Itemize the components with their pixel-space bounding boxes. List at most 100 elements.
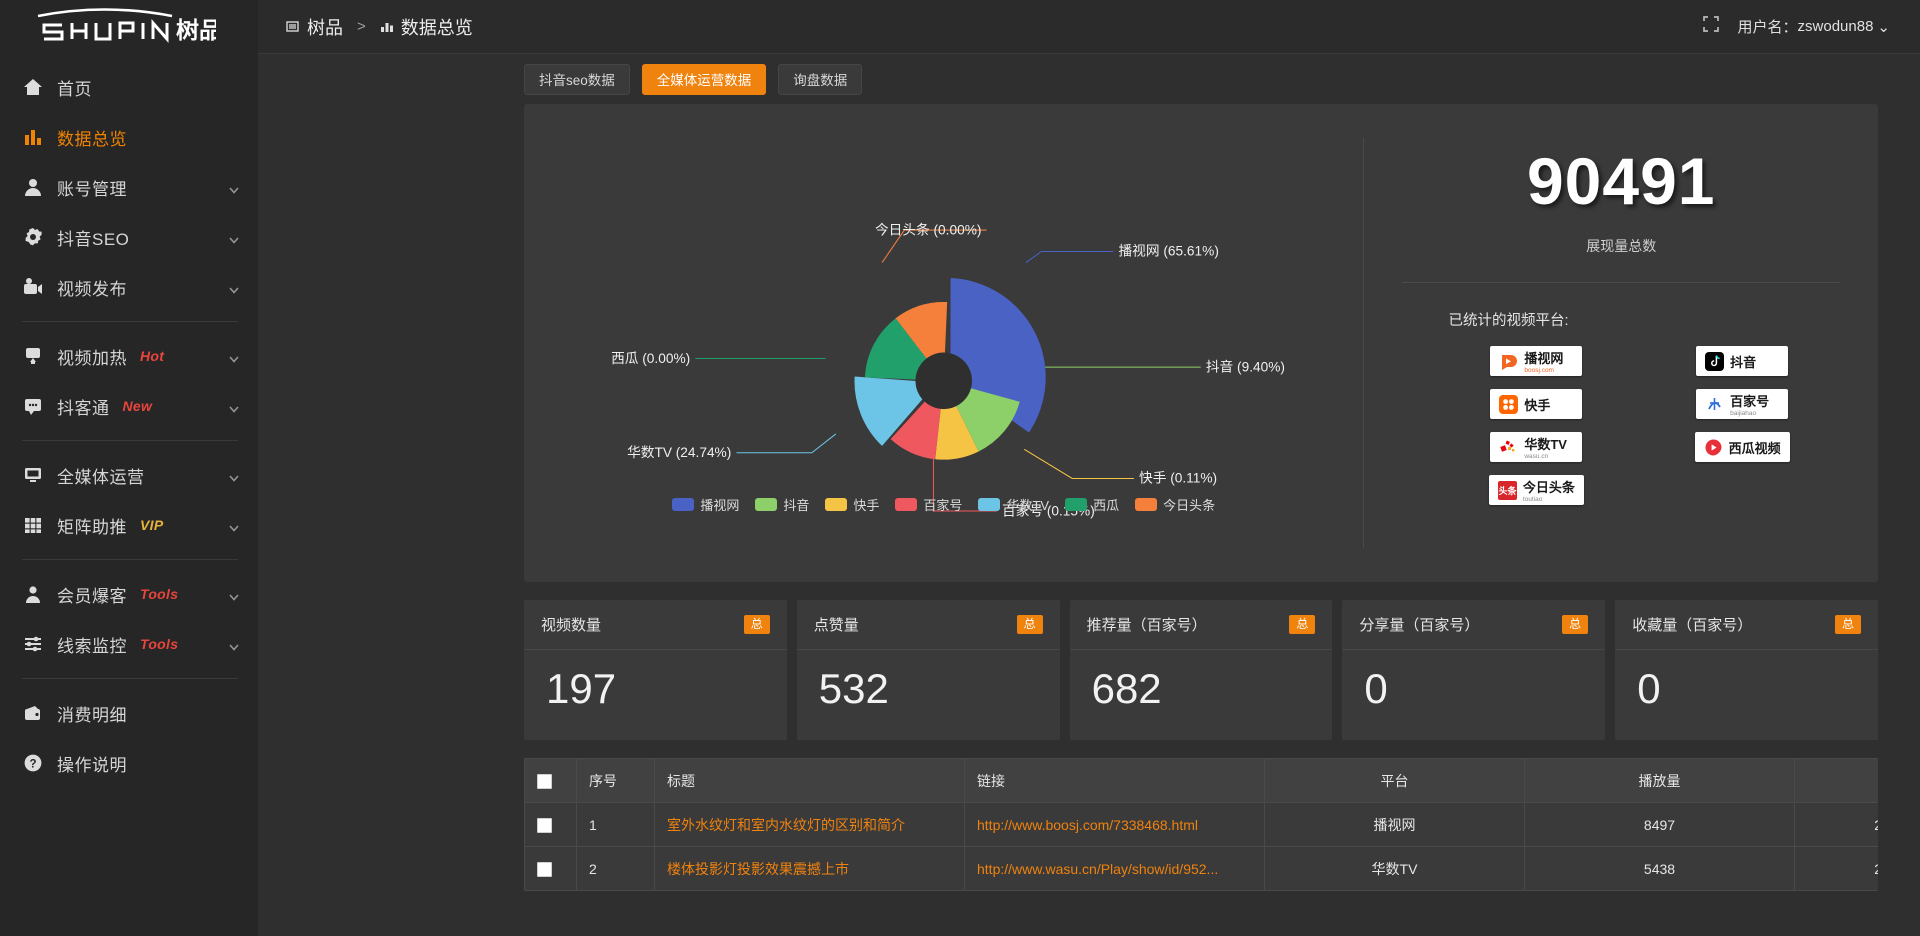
sidebar-item-video-publish[interactable]: 视频发布 [0, 262, 258, 312]
stat-card-title: 点赞量 [813, 617, 859, 634]
platform-cell: 华数TV wasu.cn [1448, 432, 1624, 462]
chevron-down-icon[interactable] [228, 350, 240, 363]
stat-card-title: 视频数量 [541, 617, 602, 634]
sidebar-item-home[interactable]: 首页 [0, 62, 258, 112]
platform-chip-boosj[interactable]: 播视网 boosj.com [1490, 346, 1583, 376]
legend-item-toutiao[interactable]: 今日头条 [1135, 495, 1215, 514]
breadcrumb-current[interactable]: 数据总览 [380, 14, 473, 40]
column-header-platform[interactable]: 平台 [1264, 758, 1525, 803]
chevron-down-icon[interactable] [228, 400, 240, 413]
platform-chip-baijiahao[interactable]: 百家号 baijiahao [1696, 389, 1789, 419]
column-header-title[interactable]: 标题 [654, 758, 965, 803]
help-icon: ? [22, 752, 44, 774]
total-impressions-value: 90491 [1526, 144, 1716, 218]
platform-cell: 西瓜视频 [1654, 432, 1830, 462]
stat-card-value: 532 [818, 665, 889, 712]
tab-inquiry-data[interactable]: 询盘数据 [778, 63, 863, 95]
toutiao-logo-icon: 头条 [1497, 480, 1517, 500]
row-select-cell [524, 846, 577, 891]
platform-list-title: 已统计的视频平台: [1448, 313, 1569, 329]
stat-card-value: 0 [1364, 665, 1388, 712]
sidebar-item-account-management[interactable]: 账号管理 [0, 162, 258, 212]
table-row[interactable]: 1 室外水纹灯和室内水纹灯的区别和简介 http://www.boosj.com… [524, 802, 1878, 847]
brand-logo[interactable]: 树品 [0, 0, 258, 54]
column-header-link[interactable]: 链接 [964, 758, 1265, 803]
platform-chip-xigua[interactable]: 西瓜视频 [1694, 432, 1790, 462]
column-header-no[interactable]: 序号 [576, 758, 655, 803]
cell-platform: 华数TV [1264, 846, 1525, 891]
row-checkbox[interactable] [537, 861, 552, 877]
sidebar-item-matrix-boost[interactable]: 矩阵助推 VIP [0, 500, 258, 550]
sidebar-item-omnimedia[interactable]: 全媒体运营 [0, 450, 258, 500]
table-row[interactable]: 2 楼体投影灯投影效果震撼上市 http://www.wasu.cn/Play/… [524, 846, 1878, 891]
url-link[interactable]: http://www.boosj.com/7338468.html [977, 816, 1199, 833]
status-badge[interactable]: 总 [1834, 614, 1861, 635]
status-badge[interactable]: 总 [743, 614, 770, 635]
pie-label-wasu: 华数TV (24.74%) [627, 445, 731, 460]
chevron-down-icon[interactable] [228, 519, 240, 532]
pie-chart-svg[interactable]: 播视网 (65.61%) 抖音 (9.40%) 快手 (0.11%) 百家号 (… [524, 104, 1363, 524]
chevron-down-icon[interactable] [228, 181, 240, 194]
tab-omnimedia-operation-data[interactable]: 全媒体运营数据 [641, 63, 767, 95]
table-header: 序号 标题 链接 平台 播放量 发布时间 [524, 758, 1878, 803]
status-badge[interactable]: 总 [1016, 614, 1043, 635]
wallet-icon [22, 702, 44, 724]
tab-douyin-seo-data[interactable]: 抖音seo数据 [524, 63, 630, 95]
platform-cell: 头条 今日头条 toutiao [1448, 475, 1624, 505]
legend-item-baijiahao[interactable]: 百家号 [895, 495, 962, 514]
column-header-plays[interactable]: 播放量 [1524, 758, 1795, 803]
legend-item-xigua[interactable]: 西瓜 [1065, 495, 1119, 514]
sidebar-item-data-overview[interactable]: 数据总览 [0, 112, 258, 162]
status-badge[interactable]: 总 [1289, 614, 1316, 635]
row-checkbox[interactable] [537, 817, 552, 833]
column-header-time[interactable]: 发布时间 [1794, 758, 1878, 803]
rocket-icon [22, 345, 44, 367]
chevron-down-icon[interactable] [228, 588, 240, 601]
sidebar-item-lead-monitor[interactable]: 线索监控 Tools [0, 619, 258, 669]
fullscreen-icon[interactable] [1702, 15, 1720, 38]
home-icon [22, 76, 44, 98]
platform-chip-wasu[interactable]: 华数TV wasu.cn [1490, 432, 1583, 462]
legend-swatch [825, 498, 848, 511]
chevron-down-icon[interactable] [228, 281, 240, 294]
overview-panel: 播视网 (65.61%) 抖音 (9.40%) 快手 (0.11%) 百家号 (… [524, 104, 1878, 582]
breadcrumb-root[interactable]: 树品 [286, 14, 343, 40]
chevron-down-icon[interactable] [228, 469, 240, 482]
sidebar-item-tag: Tools [140, 636, 179, 652]
sidebar-item-label: 视频加热 [57, 348, 127, 368]
sidebar-item-video-boost[interactable]: 视频加热 Hot [0, 331, 258, 381]
chevron-down-icon[interactable] [228, 231, 240, 244]
platform-chip-kuaishou[interactable]: 快手 [1490, 389, 1583, 419]
svg-text:树品: 树品 [176, 17, 216, 43]
pie-label-kuaishou: 快手 (0.11%) [1139, 471, 1217, 486]
sidebar-item-label: 消费明细 [57, 705, 127, 725]
sidebar-item-member-growth[interactable]: 会员爆客 Tools [0, 569, 258, 619]
stat-card-recommend: 推荐量（百家号） 总 682 [1069, 600, 1333, 740]
platform-name: 西瓜视频 [1728, 440, 1781, 456]
stat-card-favorite: 收藏量（百家号） 总 0 [1615, 600, 1878, 740]
url-link[interactable]: http://www.wasu.cn/Play/show/id/952... [977, 860, 1219, 877]
sidebar-item-spend-detail[interactable]: 消费明细 [0, 688, 258, 738]
user-name: zswodun88 [1797, 18, 1874, 35]
cell-plays: 5438 [1524, 846, 1795, 891]
select-all-checkbox[interactable] [537, 773, 552, 789]
legend-item-kuaishou[interactable]: 快手 [825, 495, 879, 514]
sidebar-item-label: 抖音SEO [57, 229, 130, 249]
legend-item-douyin[interactable]: 抖音 [755, 495, 809, 514]
legend-item-wasu[interactable]: 华数TV [978, 495, 1049, 514]
platform-chip-douyin[interactable]: 抖音 [1696, 346, 1789, 376]
title-link[interactable]: 室外水纹灯和室内水纹灯的区别和简介 [667, 816, 905, 833]
title-link[interactable]: 楼体投影灯投影效果震撼上市 [667, 860, 849, 877]
platform-name: 华数TV wasu.cn [1524, 437, 1567, 460]
status-badge[interactable]: 总 [1562, 614, 1589, 635]
sidebar-item-instructions[interactable]: ? 操作说明 [0, 738, 258, 788]
user-menu[interactable]: 用户名： zswodun88 ⌄ [1738, 16, 1890, 37]
sidebar-item-douyin-seo[interactable]: 抖音SEO [0, 212, 258, 262]
platform-chip-toutiao[interactable]: 头条 今日头条 toutiao [1488, 475, 1584, 505]
platform-cell: 播视网 boosj.com [1448, 346, 1624, 376]
select-all-cell [524, 758, 577, 803]
chevron-down-icon[interactable] [228, 638, 240, 651]
sidebar-item-doukttong[interactable]: 抖客通 New [0, 381, 258, 431]
legend-item-boosj[interactable]: 播视网 [672, 495, 739, 514]
cell-no: 2 [576, 846, 655, 891]
